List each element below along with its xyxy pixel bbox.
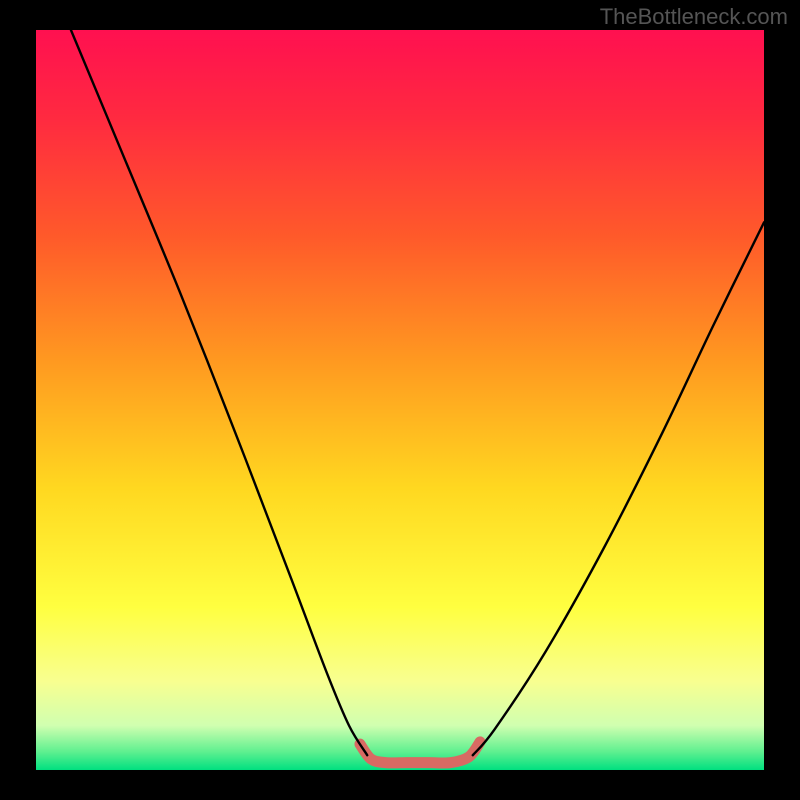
- curve-left-branch: [71, 30, 367, 755]
- curve-layer: [36, 30, 764, 770]
- watermark-text: TheBottleneck.com: [600, 4, 788, 30]
- plot-area: [36, 30, 764, 770]
- chart-container: TheBottleneck.com: [0, 0, 800, 800]
- floor-band: [360, 742, 480, 763]
- curve-right-branch: [473, 222, 764, 755]
